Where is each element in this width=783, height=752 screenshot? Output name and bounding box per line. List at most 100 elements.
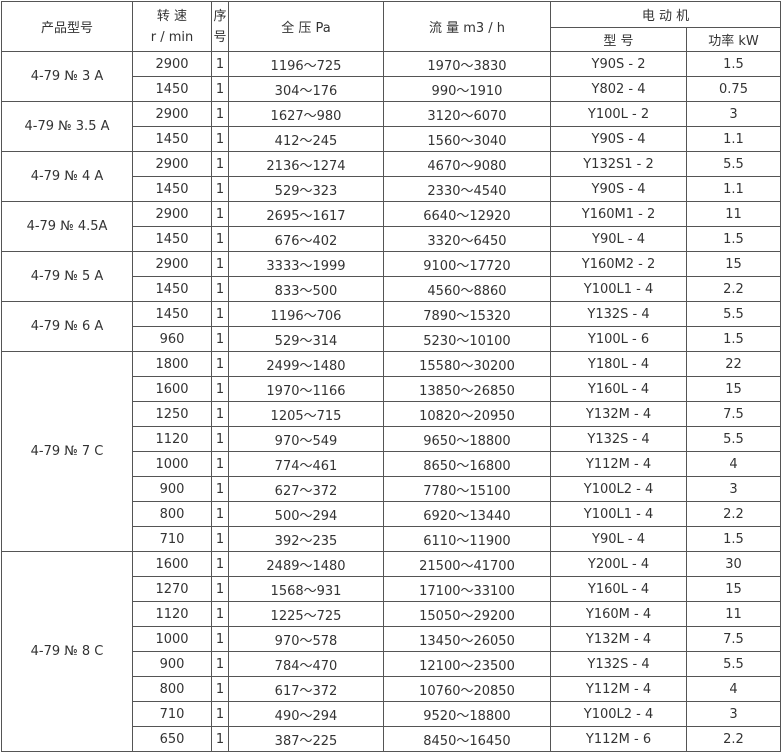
flow-cell: 21500～41700 — [383, 551, 551, 577]
motor-type-cell: Y100L2 - 4 — [550, 476, 687, 502]
header-motor: 电 动 机 — [549, 1, 782, 28]
flow-cell: 2330～4540 — [383, 176, 551, 202]
header-speed-label: 转 速 — [156, 8, 188, 24]
motor-type-cell: Y100L1 - 4 — [550, 501, 687, 527]
speed-cell: 800 — [132, 501, 212, 527]
speed-cell: 1450 — [132, 226, 212, 252]
flow-cell: 10820～20950 — [383, 401, 551, 427]
seq-cell: 1 — [211, 401, 229, 427]
motor-type-cell: Y112M - 4 — [550, 676, 687, 702]
pressure-cell: 529～314 — [228, 326, 384, 352]
speed-cell: 1450 — [132, 76, 212, 102]
power-cell: 15 — [685, 576, 782, 602]
table-row: 4-79 № 6 A 1450 1 1196～706 7890～15320 Y132S -… — [1, 301, 782, 352]
motor-type-cell: Y100L - 2 — [550, 101, 687, 127]
speed-cell: 1450 — [132, 176, 212, 202]
pressure-cell: 1225～725 — [228, 601, 384, 627]
motor-type-cell: Y160M2 - 2 — [550, 251, 687, 277]
power-cell: 2.2 — [685, 501, 782, 527]
pressure-cell: 500～294 — [228, 501, 384, 527]
seq-cell: 1 — [211, 651, 229, 677]
header-row-2: 型 号 功率 kW — [2, 27, 782, 52]
motor-type-cell: Y112M - 4 — [550, 451, 687, 477]
model-cell: 4-79 № 7 C — [1, 351, 133, 552]
pressure-cell: 970～549 — [228, 426, 384, 452]
flow-cell: 13450～26050 — [383, 626, 551, 652]
pressure-cell: 2695～1617 — [228, 201, 384, 227]
power-cell: 22 — [685, 351, 782, 377]
seq-cell: 1 — [211, 451, 229, 477]
table-row: 1270 1 1568～931 17100～33100 Y160L - 4 15 — [2, 576, 782, 602]
seq-cell: 1 — [211, 626, 229, 652]
power-cell: 15 — [685, 376, 782, 402]
motor-type-cell: Y160L - 4 — [550, 376, 687, 402]
flow-cell: 15580～30200 — [383, 351, 551, 377]
table-body: 4-79 № 3 A 2900 1 1196～725 1970～3830 Y90S - 2… — [1, 51, 782, 752]
table-row: 4-79 № 8 C 1600 1 2489～1480 21500～41700 Y200L… — [1, 551, 782, 752]
seq-cell: 1 — [211, 201, 229, 227]
speed-cell: 1120 — [132, 601, 212, 627]
speed-cell: 2900 — [132, 151, 212, 177]
flow-cell: 4670～9080 — [383, 151, 551, 177]
pressure-cell: 627～372 — [228, 476, 384, 502]
seq-cell: 1 — [211, 701, 229, 727]
header-motor-power: 功率 kW — [685, 27, 782, 52]
table-row: 800 1 500～294 6920～13440 Y100L1 - 4 2.2 — [2, 501, 782, 527]
flow-cell: 15050～29200 — [383, 601, 551, 627]
seq-cell: 1 — [211, 251, 229, 277]
power-cell: 7.5 — [685, 401, 782, 427]
flow-cell: 6110～11900 — [383, 526, 551, 552]
power-cell: 30 — [685, 551, 782, 577]
table-row: 1120 1 970～549 9650～18800 Y132S - 4 5.5 — [2, 426, 782, 452]
seq-cell: 1 — [211, 676, 229, 702]
pressure-cell: 387～225 — [228, 726, 384, 752]
flow-cell: 3320～6450 — [383, 226, 551, 252]
motor-type-cell: Y200L - 4 — [550, 551, 687, 577]
header-model: 产品型号 — [1, 1, 133, 52]
header-pressure: 全 压 Pa — [228, 1, 384, 52]
table-row: 710 1 392～235 6110～11900 Y90L - 4 1.5 — [2, 526, 782, 552]
speed-cell: 2900 — [132, 251, 212, 277]
motor-type-cell: Y132S1 - 2 — [550, 151, 687, 177]
seq-cell: 1 — [211, 551, 229, 577]
seq-cell: 1 — [211, 151, 229, 177]
seq-cell: 1 — [211, 76, 229, 102]
table-row: 1450 1 304～176 990～1910 Y802 - 4 0.75 — [2, 76, 782, 102]
motor-type-cell: Y100L2 - 4 — [550, 701, 687, 727]
seq-cell: 1 — [211, 101, 229, 127]
model-cell: 4-79 № 4.5A — [1, 201, 133, 252]
speed-cell: 1120 — [132, 426, 212, 452]
speed-cell: 1270 — [132, 576, 212, 602]
flow-cell: 4560～8860 — [383, 276, 551, 302]
motor-type-cell: Y802 - 4 — [550, 76, 687, 102]
seq-cell: 1 — [211, 126, 229, 152]
seq-cell: 1 — [211, 351, 229, 377]
speed-cell: 900 — [132, 476, 212, 502]
motor-type-cell: Y132S - 4 — [550, 426, 687, 452]
seq-cell: 1 — [211, 576, 229, 602]
pressure-cell: 676～402 — [228, 226, 384, 252]
pressure-cell: 3333～1999 — [228, 251, 384, 277]
table-row: 1250 1 1205～715 10820～20950 Y132M - 4 7.5 — [2, 401, 782, 427]
speed-cell: 960 — [132, 326, 212, 352]
model-cell: 4-79 № 8 C — [1, 551, 133, 752]
power-cell: 11 — [685, 601, 782, 627]
flow-cell: 990～1910 — [383, 76, 551, 102]
pressure-cell: 1970～1166 — [228, 376, 384, 402]
seq-cell: 1 — [211, 476, 229, 502]
flow-cell: 1560～3040 — [383, 126, 551, 152]
flow-cell: 8450～16450 — [383, 726, 551, 752]
speed-cell: 2900 — [132, 201, 212, 227]
motor-type-cell: Y90S - 4 — [550, 176, 687, 202]
seq-cell: 1 — [211, 376, 229, 402]
seq-cell: 1 — [211, 601, 229, 627]
power-cell: 5.5 — [685, 301, 782, 327]
speed-cell: 710 — [132, 701, 212, 727]
motor-type-cell: Y90L - 4 — [550, 526, 687, 552]
power-cell: 1.5 — [685, 526, 782, 552]
seq-cell: 1 — [211, 276, 229, 302]
table-row: 1450 1 676～402 3320～6450 Y90L - 4 1.5 — [2, 226, 782, 252]
speed-cell: 1000 — [132, 451, 212, 477]
header-seq-line1: 序 — [213, 8, 227, 24]
